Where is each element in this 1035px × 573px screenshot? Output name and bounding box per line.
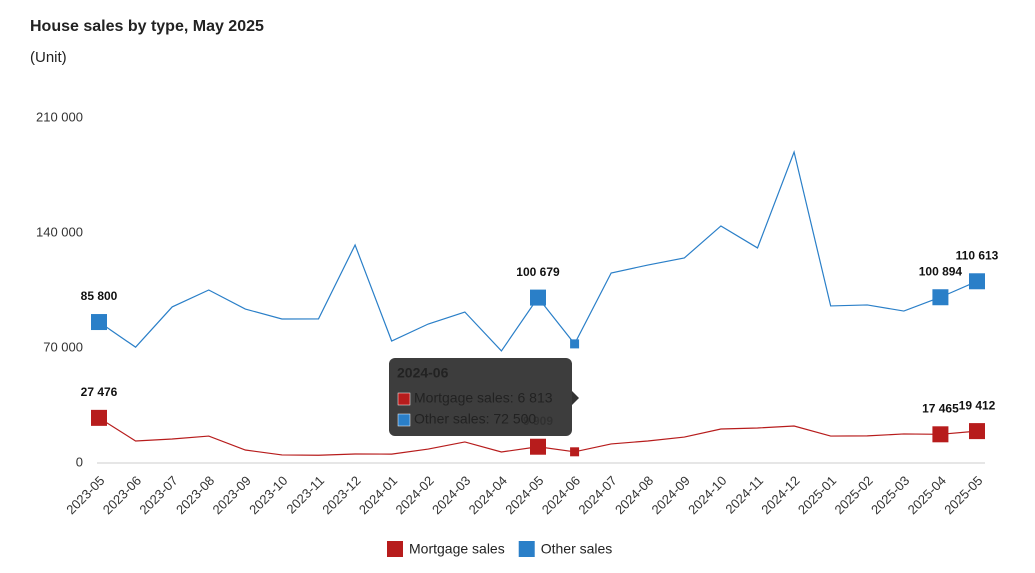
x-tick-label: 2024-10 [685,473,729,517]
y-tick-label: 70 000 [43,339,83,354]
chart-title: House sales by type, May 2025 [30,18,264,35]
data-label: 85 800 [81,289,118,303]
x-tick-label: 2023-08 [173,473,217,517]
data-marker [969,273,985,290]
legend-swatch [518,541,535,557]
data-label: 19 412 [959,398,996,412]
x-tick-label: 2023-07 [136,473,180,517]
x-tick-label: 2025-02 [831,473,875,517]
x-tick-label: 2025-01 [795,473,839,517]
x-tick-label: 2023-11 [283,473,327,517]
x-tick-label: 2024-01 [356,473,400,517]
tooltip-swatch [397,392,411,406]
y-tick-label: 210 000 [36,109,83,124]
x-tick-label: 2024-04 [466,473,510,517]
legend-swatch [387,541,403,557]
hover-marker [570,339,580,349]
y-tick-label: 140 000 [36,224,83,239]
data-label: 100 894 [919,264,963,278]
data-label: 110 613 [956,248,999,262]
tooltip-title: 2024-06 [397,365,449,381]
legend-label: Other sales [541,541,613,557]
x-tick-label: 2024-12 [758,473,802,517]
x-tick-label: 2023-05 [63,473,107,517]
tooltip: 2024-06 Mortgage sales: 6 813 Other sales:… [389,358,579,436]
data-label: 100 679 [516,265,560,279]
data-marker [932,426,949,443]
data-marker [91,409,107,426]
tooltip-arrow [572,391,579,405]
x-tick-label: 2024-09 [649,473,693,517]
x-tick-label: 2025-04 [905,473,949,517]
tooltip-row: Mortgage sales: 6 813 [414,390,553,406]
data-marker [91,314,107,331]
x-tick-label: 2025-05 [941,473,985,517]
data-label: 27 476 [81,385,118,399]
x-tick-label: 2024-08 [612,473,656,517]
x-tick-label: 2023-12 [319,473,363,517]
series-line [98,149,978,352]
x-tick-label: 2024-02 [392,473,436,517]
x-tick-label: 2024-05 [502,473,546,517]
data-marker [932,289,949,306]
tooltip-box [389,358,572,436]
data-marker [530,438,546,455]
x-tick-label: 2023-06 [100,473,144,517]
x-tick-label: 2023-09 [210,473,254,517]
data-marker [969,423,985,440]
x-tick-label: 2025-03 [868,473,912,517]
x-tick-label: 2024-11 [722,473,766,517]
x-tick-label: 2024-06 [539,473,583,517]
tooltip-swatch [397,413,411,427]
x-tick-label: 2023-10 [246,473,290,517]
x-tick-label: 2024-03 [429,473,473,517]
legend-label: Mortgage sales [409,541,505,557]
data-label: 17 465 [922,401,959,415]
x-tick-label: 2024-07 [575,473,619,517]
hover-marker [570,447,580,457]
tooltip-row: Other sales: 72 500 [414,411,536,427]
chart-subtitle: (Unit) [30,49,67,66]
data-marker [530,289,546,306]
y-tick-label: 0 [76,454,83,469]
